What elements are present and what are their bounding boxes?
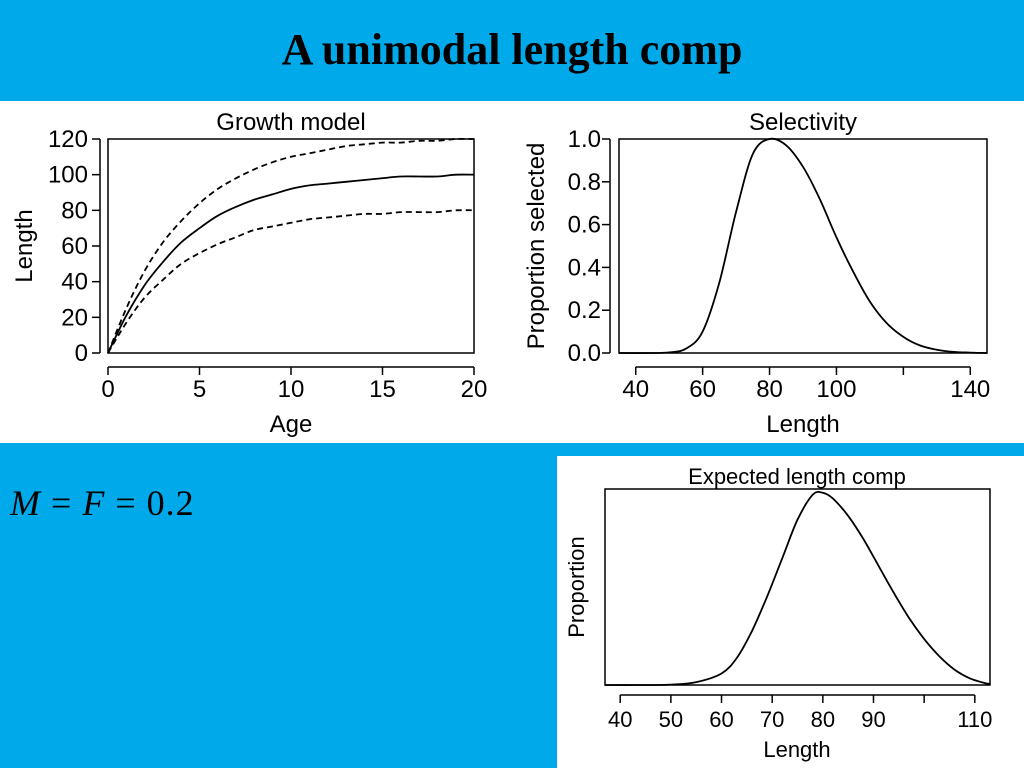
series-line-upper — [107, 137, 475, 354]
x-axis-label: Length — [763, 737, 830, 762]
length-comp-chart: Expected length comp Length Proportion 40 50… — [564, 464, 992, 762]
chart-title: Expected length comp — [688, 464, 906, 489]
y-tick-label-0: 0 — [75, 340, 88, 367]
x-tick-label-80: 80 — [756, 376, 783, 403]
x-tick-label-60: 60 — [709, 707, 733, 732]
chart-title: Selectivity — [749, 109, 857, 136]
y-tick-label-0-4: 0.4 — [568, 254, 601, 281]
y-tick-label-100: 100 — [48, 162, 88, 189]
y-tick-label-0-8: 0.8 — [568, 169, 601, 196]
natural-mortality-symbol: M — [10, 483, 41, 523]
y-tick-label-40: 40 — [61, 269, 88, 296]
plot-frame — [107, 138, 475, 354]
x-tick-label-50: 50 — [659, 707, 683, 732]
fishing-mortality-symbol: F — [82, 483, 106, 523]
series-line-expected-proportion — [604, 490, 991, 686]
y-axis-label: Proportion — [564, 536, 589, 638]
x-tick-label-15: 15 — [369, 376, 396, 403]
equals-sign: = — [51, 483, 73, 523]
y-tick-label-80: 80 — [61, 197, 88, 224]
y-tick-label-0-2: 0.2 — [568, 297, 601, 324]
y-tick-label-1: 1.0 — [568, 126, 601, 153]
bottom-figure-panel: Expected length comp Length Proportion 40 50… — [557, 456, 1024, 768]
x-tick-label-5: 5 — [193, 376, 206, 403]
x-tick-label-0: 0 — [101, 376, 114, 403]
y-tick-label-20: 20 — [61, 304, 88, 331]
series-line-lower — [107, 209, 475, 354]
x-tick-label-20: 20 — [461, 376, 488, 403]
mortality-equation: M = F = 0.2 — [10, 482, 195, 524]
x-tick-label-40: 40 — [608, 707, 632, 732]
x-tick-label-140: 140 — [950, 376, 990, 403]
y-tick-label-60: 60 — [61, 233, 88, 260]
x-tick-label-110: 110 — [957, 707, 992, 732]
y-tick-label-120: 120 — [48, 126, 88, 153]
x-tick-label-80: 80 — [811, 707, 835, 732]
plot-frame — [604, 488, 991, 686]
chart-title: Growth model — [216, 109, 365, 136]
x-tick-label-10: 10 — [278, 376, 305, 403]
y-tick-label-0: 0.0 — [568, 340, 601, 367]
growth-model-chart: Growth model Age Length 0 5 10 15 20 0 20 40 60 80 10… — [11, 109, 488, 438]
y-axis-label: Length — [11, 209, 38, 282]
x-axis-label: Length — [766, 411, 839, 438]
slide-title: A unimodal length comp — [281, 25, 743, 74]
x-tick-label-90: 90 — [861, 707, 885, 732]
series-line-selectivity — [618, 137, 988, 354]
plot-frame — [618, 138, 988, 354]
y-tick-label-0-6: 0.6 — [568, 212, 601, 239]
equals-sign: = — [115, 483, 137, 523]
series-line-mean — [107, 173, 475, 354]
x-axis-label: Age — [270, 411, 313, 438]
x-tick-label-100: 100 — [816, 376, 856, 403]
x-tick-label-70: 70 — [760, 707, 784, 732]
x-tick-label-60: 60 — [689, 376, 716, 403]
mortality-value: 0.2 — [146, 483, 195, 523]
selectivity-chart: Selectivity Length Proportion selected 40 60… — [523, 109, 990, 438]
x-tick-label-40: 40 — [622, 376, 649, 403]
top-figure-panel: Growth model Age Length 0 5 10 15 20 0 20 40 60 80 10… — [0, 101, 1024, 443]
y-axis-label: Proportion selected — [523, 143, 550, 350]
